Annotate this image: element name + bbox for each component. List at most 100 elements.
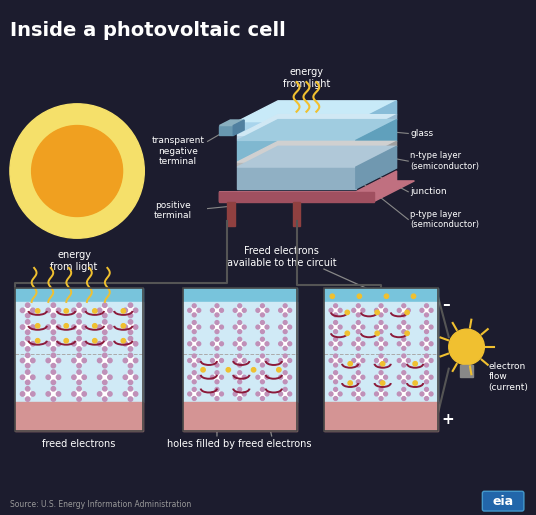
Bar	[227, 202, 235, 227]
Circle shape	[128, 370, 132, 374]
Circle shape	[345, 331, 349, 335]
Circle shape	[24, 390, 32, 398]
Circle shape	[72, 341, 76, 346]
Circle shape	[283, 387, 287, 391]
Circle shape	[220, 342, 224, 346]
Circle shape	[192, 313, 196, 317]
Circle shape	[265, 392, 269, 396]
Circle shape	[101, 306, 109, 314]
Circle shape	[220, 308, 224, 312]
Circle shape	[26, 397, 30, 401]
Circle shape	[77, 353, 81, 357]
Circle shape	[332, 390, 339, 398]
Circle shape	[329, 308, 333, 312]
Circle shape	[128, 387, 132, 391]
Circle shape	[102, 313, 107, 318]
Circle shape	[333, 337, 338, 341]
Circle shape	[279, 375, 282, 379]
Circle shape	[233, 392, 237, 396]
Circle shape	[215, 387, 219, 391]
Circle shape	[375, 342, 378, 346]
Circle shape	[277, 368, 281, 372]
Circle shape	[51, 387, 56, 391]
Circle shape	[77, 370, 81, 374]
Bar	[183, 302, 296, 402]
Circle shape	[375, 375, 378, 379]
Circle shape	[352, 375, 356, 379]
Circle shape	[420, 392, 424, 396]
Circle shape	[102, 387, 107, 391]
Circle shape	[375, 392, 378, 396]
Circle shape	[384, 294, 389, 298]
Circle shape	[333, 371, 338, 374]
Text: junction: junction	[410, 187, 447, 196]
Circle shape	[355, 390, 362, 398]
Circle shape	[102, 347, 107, 351]
Circle shape	[361, 392, 365, 396]
Circle shape	[242, 358, 246, 363]
Circle shape	[260, 387, 264, 391]
Circle shape	[330, 294, 334, 298]
Circle shape	[56, 341, 61, 346]
Circle shape	[384, 342, 388, 346]
Circle shape	[279, 392, 282, 396]
Circle shape	[188, 375, 191, 379]
Circle shape	[102, 330, 107, 334]
Polygon shape	[237, 162, 356, 167]
Circle shape	[128, 353, 132, 357]
Circle shape	[26, 320, 30, 324]
Circle shape	[191, 357, 198, 364]
Circle shape	[397, 342, 401, 346]
Circle shape	[236, 340, 243, 347]
Circle shape	[191, 390, 198, 398]
Circle shape	[192, 337, 196, 341]
Circle shape	[211, 342, 214, 346]
Polygon shape	[219, 126, 233, 135]
Circle shape	[236, 357, 243, 364]
Circle shape	[236, 323, 243, 331]
Circle shape	[98, 392, 102, 396]
Circle shape	[215, 371, 219, 374]
Circle shape	[188, 325, 191, 329]
Polygon shape	[219, 192, 374, 202]
Circle shape	[402, 313, 406, 317]
Circle shape	[192, 321, 196, 324]
Circle shape	[413, 362, 418, 366]
Circle shape	[423, 307, 430, 314]
Circle shape	[126, 356, 135, 365]
Circle shape	[429, 342, 433, 346]
Text: +: +	[442, 413, 455, 427]
Circle shape	[24, 340, 32, 348]
Circle shape	[72, 375, 76, 380]
Circle shape	[423, 323, 430, 331]
Circle shape	[126, 373, 135, 381]
Circle shape	[425, 304, 428, 308]
Circle shape	[211, 392, 214, 396]
Circle shape	[10, 104, 144, 238]
Circle shape	[35, 309, 40, 313]
Circle shape	[384, 392, 388, 396]
Circle shape	[375, 325, 378, 329]
Circle shape	[31, 392, 35, 396]
Polygon shape	[237, 101, 397, 122]
Circle shape	[51, 364, 56, 368]
Circle shape	[356, 363, 360, 367]
Text: freed electrons: freed electrons	[42, 439, 116, 449]
Circle shape	[279, 325, 282, 329]
Circle shape	[338, 308, 342, 312]
Circle shape	[260, 363, 264, 367]
Circle shape	[265, 308, 269, 312]
Circle shape	[411, 294, 416, 298]
Circle shape	[233, 358, 237, 363]
Circle shape	[128, 336, 132, 341]
Circle shape	[26, 303, 30, 307]
Circle shape	[75, 340, 83, 348]
Circle shape	[381, 381, 385, 385]
Circle shape	[265, 342, 269, 346]
Circle shape	[377, 340, 384, 347]
Circle shape	[77, 320, 81, 324]
Circle shape	[332, 323, 339, 331]
Circle shape	[356, 330, 360, 334]
Circle shape	[101, 390, 109, 398]
Circle shape	[338, 375, 342, 379]
